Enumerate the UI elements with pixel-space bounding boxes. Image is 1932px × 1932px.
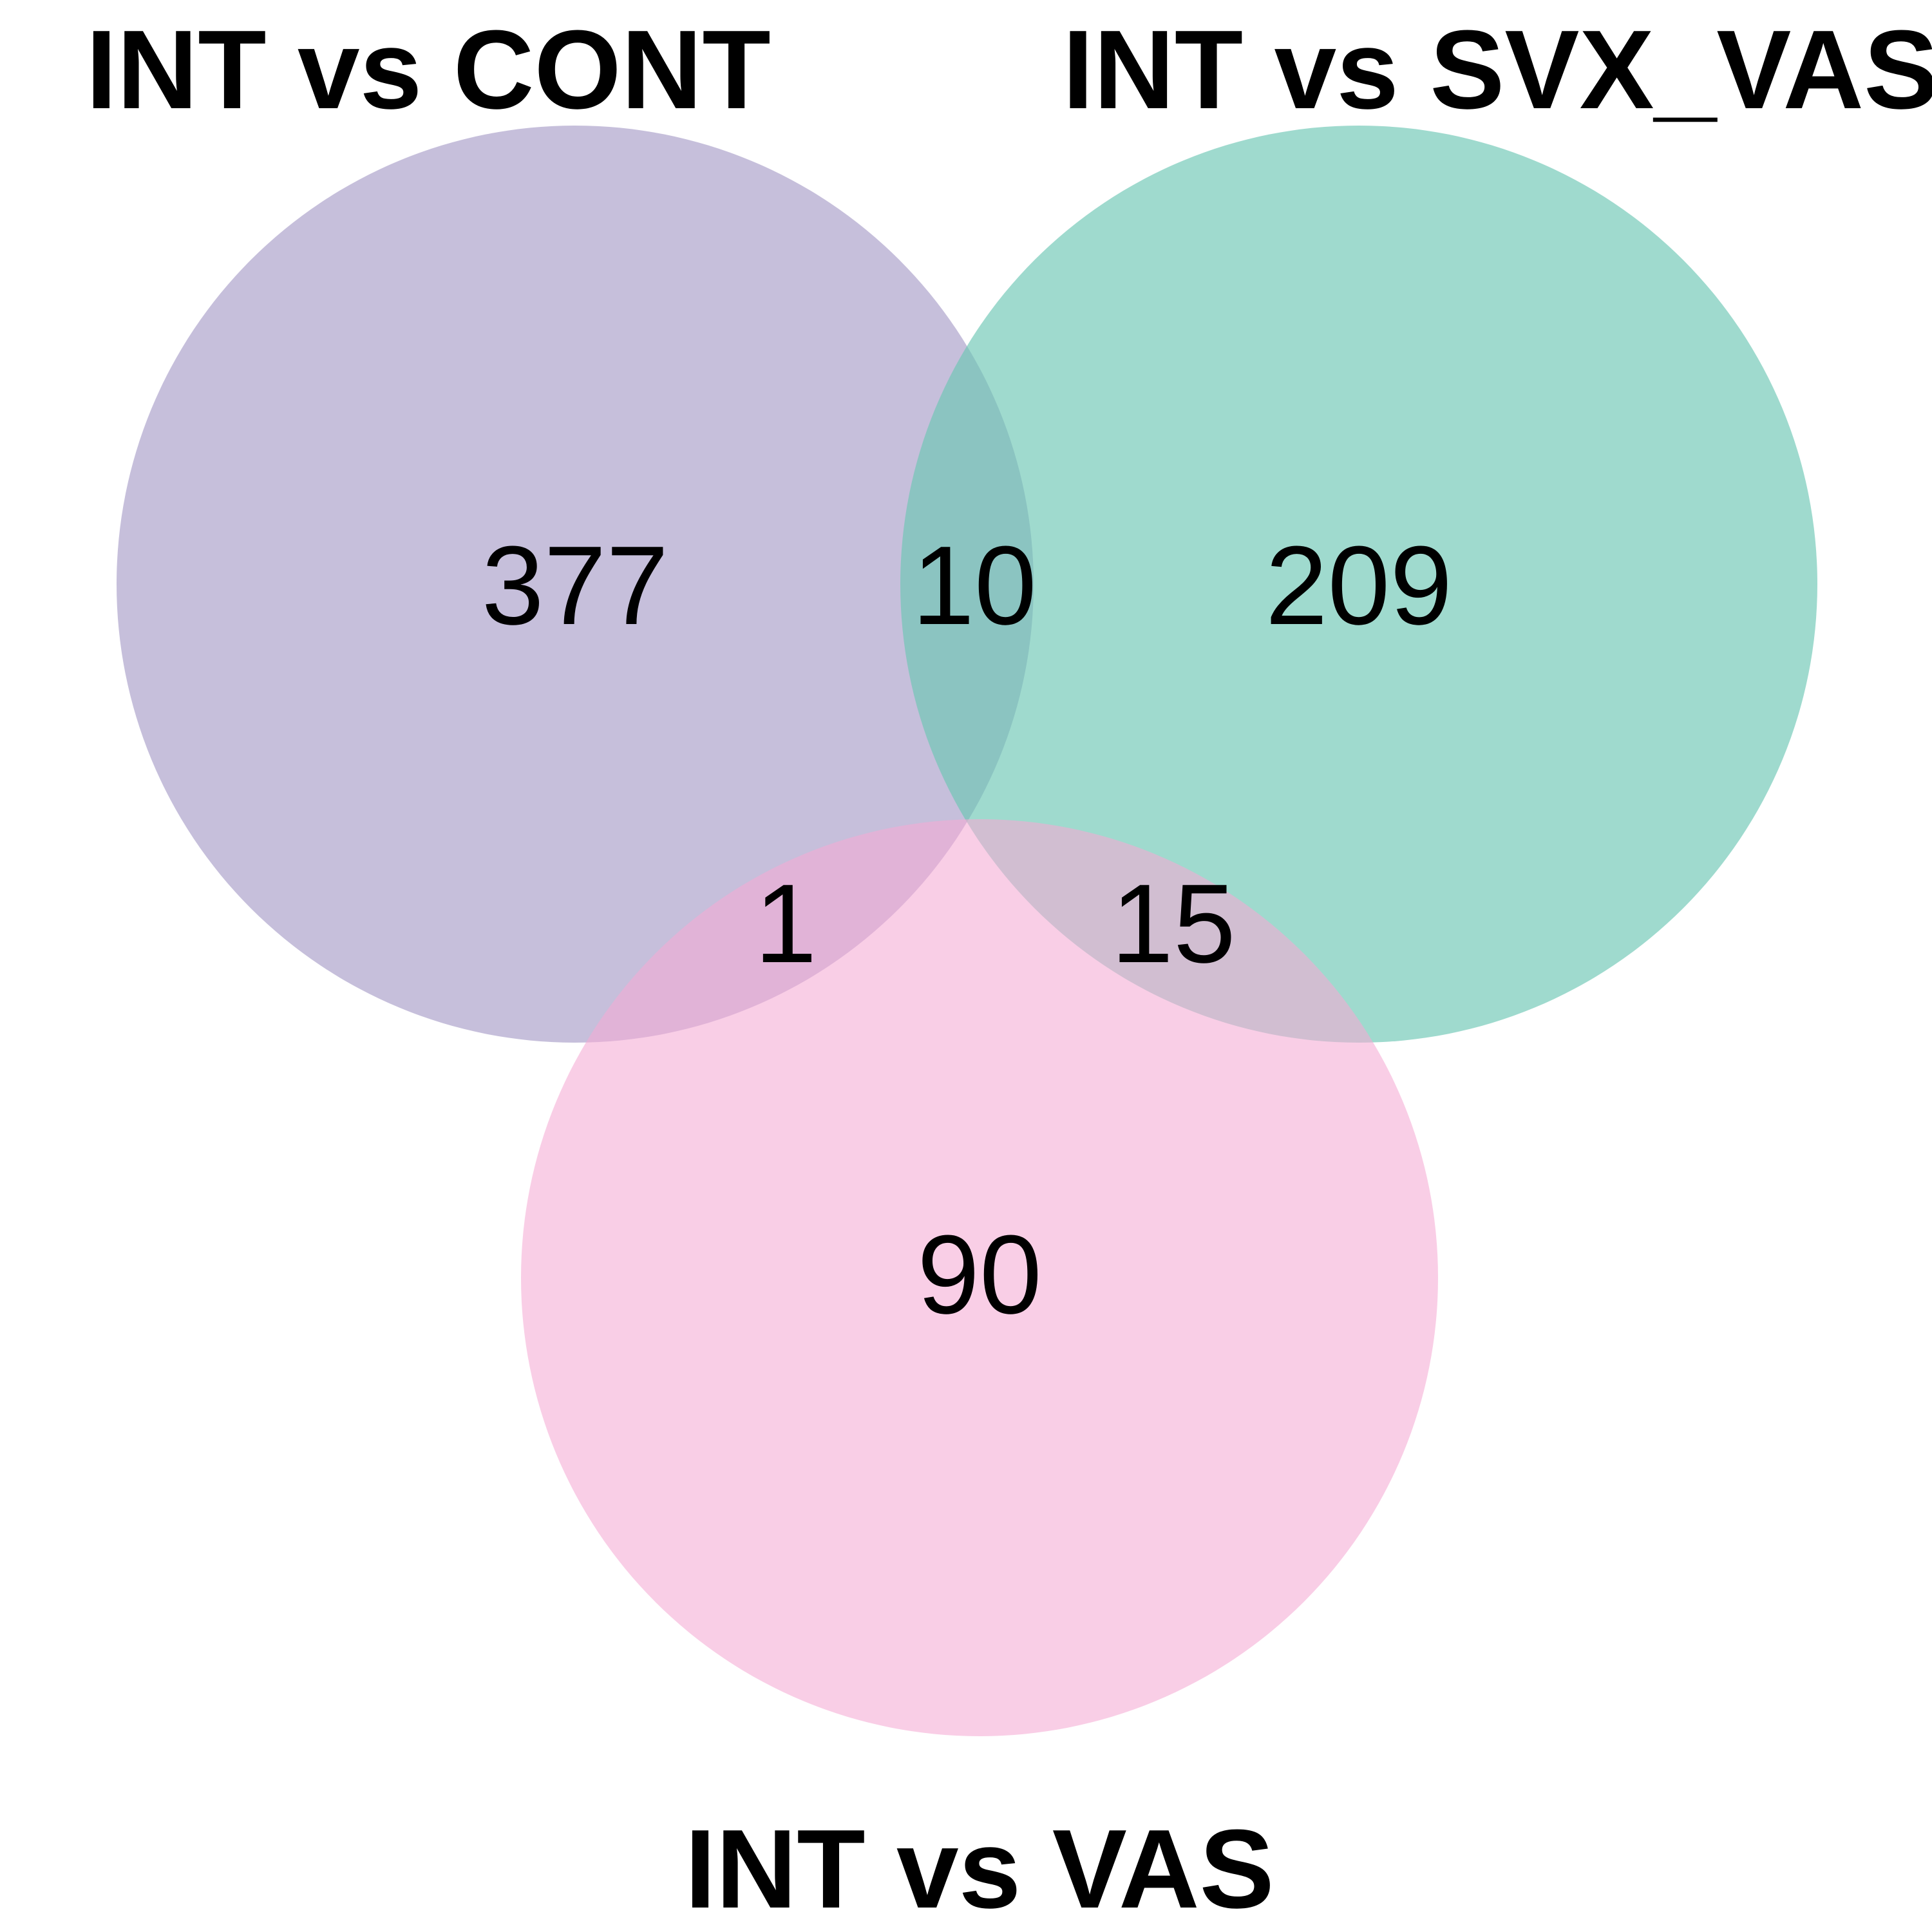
count-cont-and-vas: 1: [755, 860, 817, 986]
count-cont-and-svx-vas: 10: [912, 522, 1037, 648]
set-circle-int-vs-cont: [117, 126, 1034, 1043]
set-title-int-vs-svx-vas: INT vs SVX_VAS: [1063, 6, 1932, 132]
count-int-vs-cont-only: 377: [482, 522, 668, 648]
set-title-int-vs-cont: INT vs CONT: [86, 6, 770, 132]
count-int-vs-svx-vas-only: 209: [1265, 522, 1452, 648]
set-circle-int-vs-svx-vas: [900, 126, 1817, 1043]
count-svx-vas-and-vas: 15: [1111, 860, 1236, 986]
count-int-vs-vas-only: 90: [917, 1211, 1042, 1337]
set-circle-int-vs-vas: [521, 819, 1438, 1736]
set-title-int-vs-vas: INT vs VAS: [685, 1806, 1274, 1931]
